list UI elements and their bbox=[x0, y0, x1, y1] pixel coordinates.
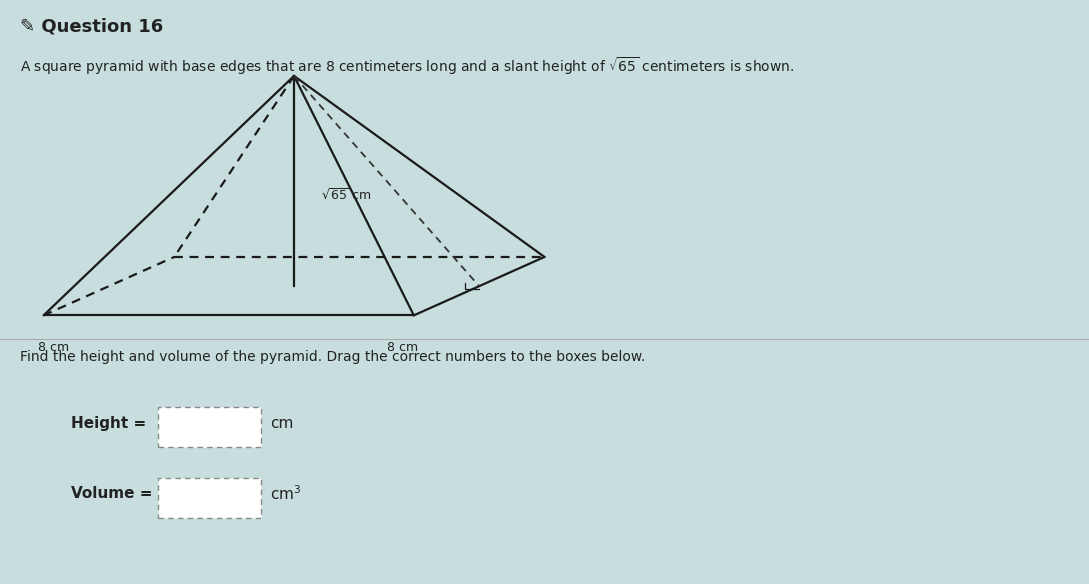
Text: Height =: Height = bbox=[71, 416, 146, 431]
Text: 8 cm: 8 cm bbox=[38, 341, 70, 354]
Text: $\sqrt{65}$ cm: $\sqrt{65}$ cm bbox=[321, 188, 372, 203]
Text: 8 cm: 8 cm bbox=[387, 341, 418, 354]
Text: Find the height and volume of the pyramid. Drag the correct numbers to the boxes: Find the height and volume of the pyrami… bbox=[20, 350, 645, 364]
Text: A square pyramid with base edges that are 8 centimeters long and a slant height : A square pyramid with base edges that ar… bbox=[20, 55, 794, 77]
Text: ✎ Question 16: ✎ Question 16 bbox=[20, 18, 163, 36]
FancyBboxPatch shape bbox=[158, 407, 261, 447]
FancyBboxPatch shape bbox=[158, 478, 261, 518]
Text: Volume =: Volume = bbox=[71, 486, 152, 501]
Text: cm$^3$: cm$^3$ bbox=[270, 484, 302, 503]
Text: cm: cm bbox=[270, 416, 293, 431]
